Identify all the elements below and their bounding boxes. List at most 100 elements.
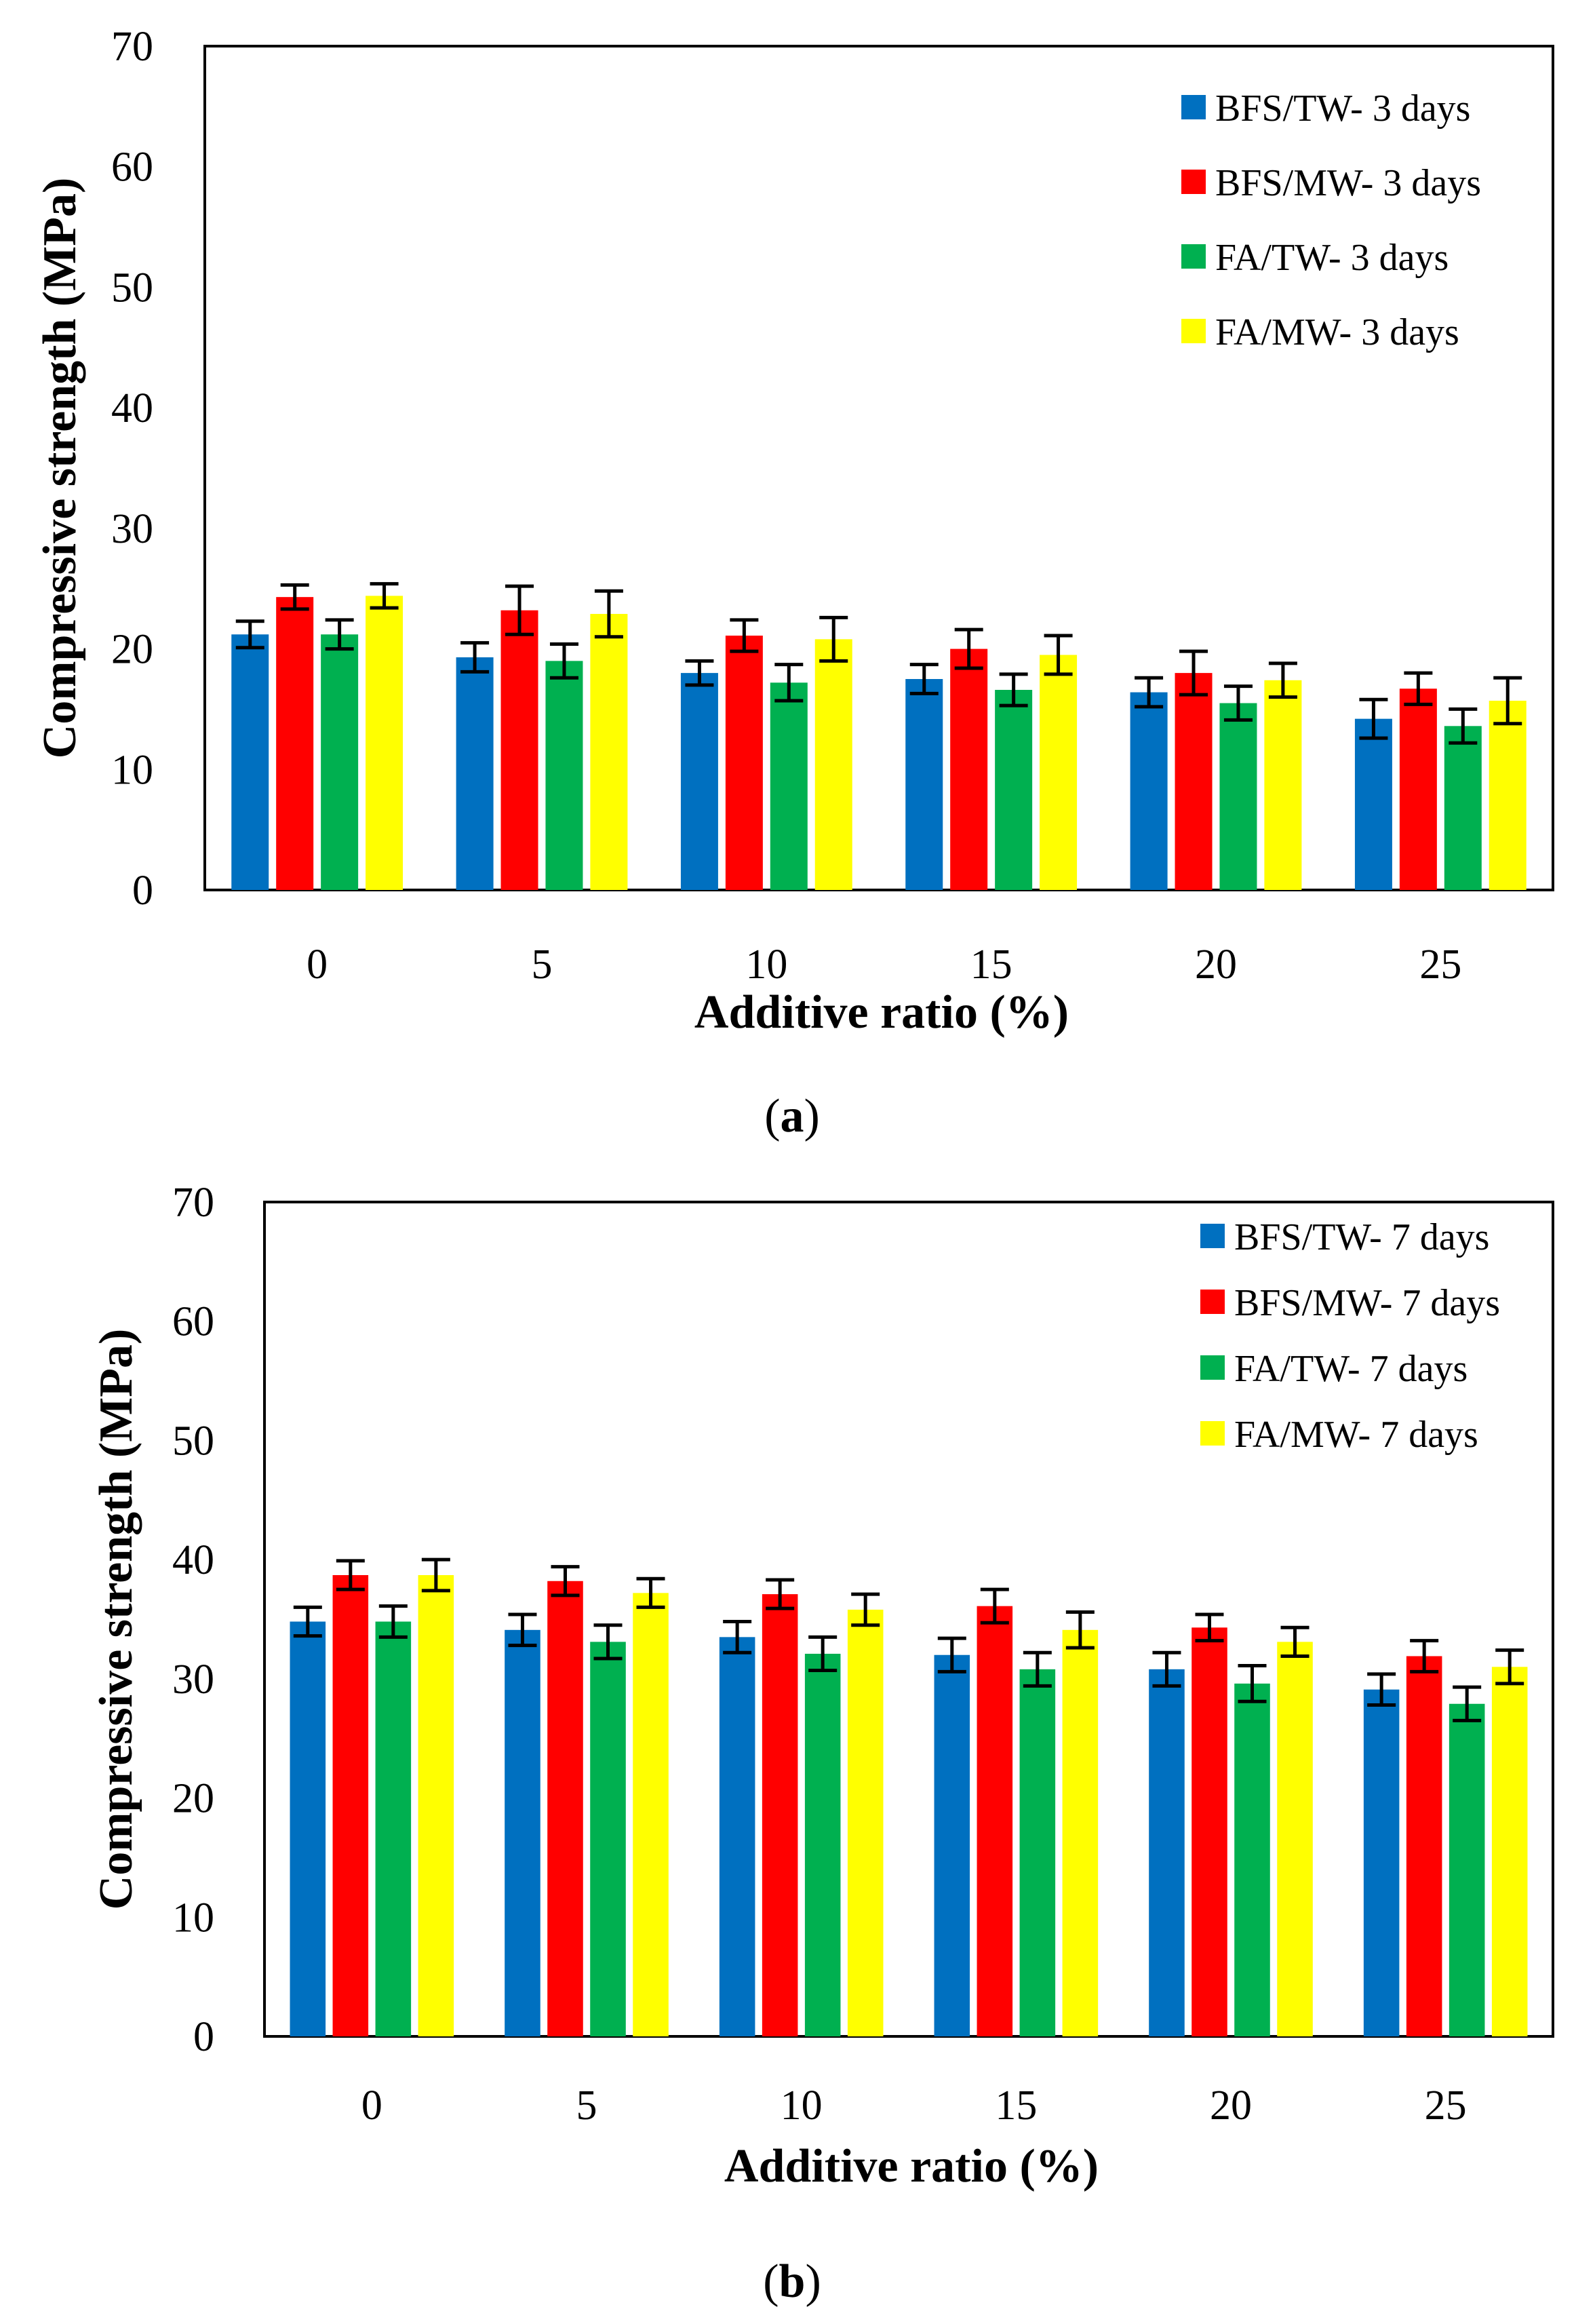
- x-tick-label: 10: [745, 942, 787, 988]
- bar-bfs-tw-7-days-10: [719, 1637, 755, 2036]
- legend-swatch: [1181, 170, 1206, 194]
- legend-label: FA/MW- 3 days: [1215, 311, 1459, 353]
- bar-fa-mw-7-days-5: [633, 1593, 669, 2036]
- legend-swatch: [1200, 1224, 1225, 1248]
- legend-label: BFS/MW- 3 days: [1215, 162, 1481, 204]
- y-tick-label: 50: [111, 265, 153, 311]
- legend-label: BFS/TW- 7 days: [1234, 1216, 1489, 1258]
- y-tick-label: 20: [172, 1776, 214, 1822]
- y-tick-label: 70: [172, 1180, 214, 1226]
- bar-fa-tw-3-days-0: [321, 634, 359, 890]
- bar-fa-mw-7-days-15: [1062, 1629, 1099, 2036]
- bar-fa-mw-7-days-10: [847, 1609, 884, 2036]
- bar-fa-mw-7-days-0: [418, 1574, 454, 2036]
- y-tick-label: 10: [172, 1895, 214, 1941]
- y-tick-label: 70: [111, 24, 153, 70]
- bar-fa-mw-3-days-5: [590, 614, 628, 890]
- y-tick-label: 0: [193, 2014, 214, 2060]
- bar-bfs-tw-3-days-5: [456, 657, 494, 890]
- bar-bfs-tw-7-days-15: [934, 1654, 970, 2036]
- bar-fa-tw-7-days-15: [1019, 1669, 1056, 2036]
- y-tick-label: 50: [172, 1418, 214, 1464]
- bar-bfs-mw-3-days-5: [500, 610, 538, 890]
- bar-bfs-mw-3-days-15: [950, 648, 988, 890]
- y-tick-label: 40: [111, 385, 153, 431]
- bar-fa-tw-3-days-20: [1219, 703, 1257, 890]
- bar-bfs-tw-7-days-5: [505, 1629, 540, 2036]
- y-axis-label: Compressive strength (MPa): [90, 1329, 142, 1910]
- y-tick-label: 60: [172, 1299, 214, 1345]
- bar-fa-tw-7-days-10: [804, 1653, 841, 2036]
- bar-bfs-tw-7-days-20: [1149, 1669, 1185, 2036]
- bar-bfs-tw-3-days-10: [680, 673, 718, 890]
- x-tick-label: 5: [532, 942, 553, 988]
- bar-fa-tw-7-days-5: [590, 1642, 626, 2036]
- x-tick-label: 0: [307, 942, 328, 988]
- y-tick-label: 30: [111, 506, 153, 552]
- x-tick-label: 5: [576, 2083, 597, 2129]
- bar-bfs-tw-3-days-25: [1354, 718, 1392, 890]
- x-tick-label: 25: [1419, 942, 1461, 988]
- x-tick-label: 20: [1195, 942, 1237, 988]
- x-axis-label: Additive ratio (%): [694, 986, 1069, 1039]
- y-axis-label: Compressive strength (MPa): [34, 178, 86, 759]
- chart-a: (a) 0 10 20 30 40 50 60 70 0 5 10 15 20 25 Additive ra…: [34, 24, 1554, 1142]
- bar-fa-tw-7-days-20: [1234, 1683, 1270, 2036]
- y-tick-label: 20: [111, 627, 153, 673]
- legend-label: FA/TW- 3 days: [1215, 237, 1449, 279]
- bar-bfs-mw-3-days-25: [1399, 689, 1437, 890]
- bar-bfs-mw-7-days-20: [1192, 1627, 1227, 2036]
- x-tick-label: 20: [1210, 2083, 1252, 2129]
- bar-fa-mw-3-days-20: [1264, 680, 1302, 890]
- x-tick-label: 15: [970, 942, 1012, 988]
- bar-fa-mw-3-days-15: [1040, 655, 1078, 890]
- legend-label: BFS/TW- 3 days: [1215, 88, 1470, 130]
- bar-fa-mw-3-days-10: [814, 639, 852, 890]
- y-tick-label: 60: [111, 144, 153, 191]
- bar-fa-tw-3-days-15: [995, 689, 1033, 890]
- bar-fa-tw-3-days-10: [770, 682, 808, 890]
- bar-bfs-tw-3-days-15: [905, 679, 943, 890]
- y-tick-label: 10: [111, 747, 153, 793]
- bar-bfs-tw-7-days-25: [1363, 1689, 1400, 2036]
- x-axis-label: Additive ratio (%): [724, 2140, 1099, 2192]
- bar-bfs-mw-7-days-0: [332, 1574, 369, 2036]
- panel-label-a: (a): [764, 1090, 820, 1142]
- bar-bfs-tw-3-days-0: [231, 634, 269, 890]
- plot-frame: [263, 1201, 1554, 2038]
- y-tick-label: 30: [172, 1657, 214, 1703]
- panel-label-b: (b): [763, 2255, 821, 2308]
- bar-bfs-tw-3-days-20: [1130, 692, 1168, 890]
- legend-swatch: [1181, 95, 1206, 119]
- bar-bfs-mw-3-days-10: [725, 636, 763, 890]
- legend-swatch: [1181, 244, 1206, 269]
- bar-bfs-mw-3-days-0: [276, 597, 314, 890]
- legend-label: BFS/MW- 7 days: [1234, 1282, 1500, 1324]
- legend-swatch: [1200, 1421, 1225, 1446]
- x-tick-label: 0: [361, 2083, 382, 2129]
- bar-fa-tw-3-days-5: [545, 661, 583, 890]
- bar-bfs-mw-7-days-10: [762, 1594, 798, 2036]
- bar-bfs-mw-3-days-20: [1175, 673, 1213, 890]
- bar-fa-tw-7-days-25: [1449, 1703, 1485, 2036]
- bar-fa-mw-3-days-25: [1489, 700, 1527, 890]
- bar-bfs-mw-7-days-5: [547, 1581, 583, 2036]
- legend-label: FA/TW- 7 days: [1234, 1348, 1468, 1390]
- legend-swatch: [1200, 1290, 1225, 1314]
- legend-label: FA/MW- 7 days: [1234, 1414, 1478, 1456]
- bar-fa-mw-3-days-0: [366, 596, 403, 890]
- x-tick-label: 15: [995, 2083, 1037, 2129]
- bar-fa-tw-7-days-0: [375, 1621, 412, 2036]
- bar-bfs-tw-7-days-0: [290, 1621, 326, 2036]
- plot-frame: [203, 45, 1554, 891]
- chart-b: (b) 0 10 20 30 40 50 60 70 0 5 10 15 20 25 Additive ra…: [90, 1180, 1554, 2308]
- bar-fa-tw-3-days-25: [1444, 726, 1482, 890]
- legend-swatch: [1200, 1355, 1225, 1380]
- bar-fa-mw-7-days-25: [1491, 1667, 1528, 2036]
- bar-fa-mw-7-days-20: [1277, 1642, 1313, 2036]
- legend-swatch: [1181, 319, 1206, 343]
- x-tick-label: 25: [1425, 2083, 1467, 2129]
- x-tick-label: 10: [781, 2083, 823, 2129]
- bar-bfs-mw-7-days-25: [1406, 1656, 1442, 2036]
